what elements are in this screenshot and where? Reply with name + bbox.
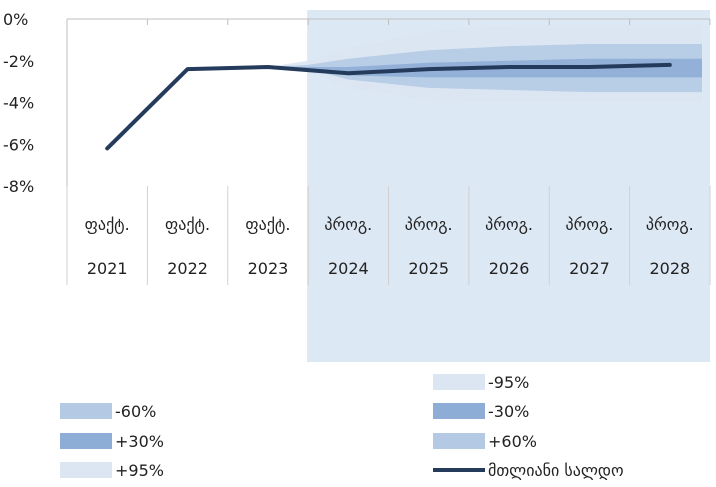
axes [66, 18, 711, 285]
legend-label: მთლიანი სალდო [488, 461, 624, 480]
y-tick-label: -4% [3, 94, 34, 113]
category-label-year: 2025 [408, 259, 449, 278]
fan-bands [267, 25, 702, 103]
y-tick-label: 0% [3, 10, 28, 29]
category-label-top: ფაქტ. [245, 215, 290, 234]
legend-swatch [433, 403, 485, 419]
category-label-top: ფაქტ. [165, 215, 210, 234]
category-label-year: 2021 [87, 259, 128, 278]
category-label-top: პროგ. [405, 215, 453, 234]
y-tick-label: -8% [3, 177, 34, 196]
category-label-year: 2027 [569, 259, 610, 278]
category-label-year: 2028 [649, 259, 690, 278]
legend-label: +95% [115, 461, 164, 480]
legend-label: +30% [115, 432, 164, 451]
legend-swatch [433, 374, 485, 390]
legend-label: -30% [488, 402, 529, 421]
category-label-year: 2022 [167, 259, 208, 278]
category-label-top: პროგ. [485, 215, 533, 234]
series-line-1 [105, 62, 672, 151]
category-label-top: ფაქტ. [85, 215, 130, 234]
legend-swatch [433, 433, 485, 449]
y-tick-label: -6% [3, 135, 34, 154]
category-label-top: პროგ. [566, 215, 614, 234]
category-label-year: 2023 [248, 259, 289, 278]
y-tick-label: -2% [3, 52, 34, 71]
legend-label: +60% [488, 432, 537, 451]
y-tick-labels: 0% -2% -4% -6% -8% [3, 10, 34, 196]
x-category-labels: ფაქტ. 2021 ფაქტ. 2022 ფაქტ. 2023 პროგ. 2024 პროგ… [85, 215, 694, 278]
legend-swatch [60, 403, 112, 419]
category-label-top: პროგ. [646, 215, 694, 234]
legend-label: -95% [488, 373, 529, 392]
legend: -95% -60% -30% +30% +60% +95% მთლიანი სალდო [60, 373, 624, 480]
legend-swatch [60, 462, 112, 478]
category-label-year: 2024 [328, 259, 369, 278]
legend-swatch [60, 433, 112, 449]
category-label-top: პროგ. [324, 215, 372, 234]
series-lines [105, 62, 672, 151]
legend-label: -60% [115, 402, 156, 421]
category-label-year: 2026 [489, 259, 530, 278]
